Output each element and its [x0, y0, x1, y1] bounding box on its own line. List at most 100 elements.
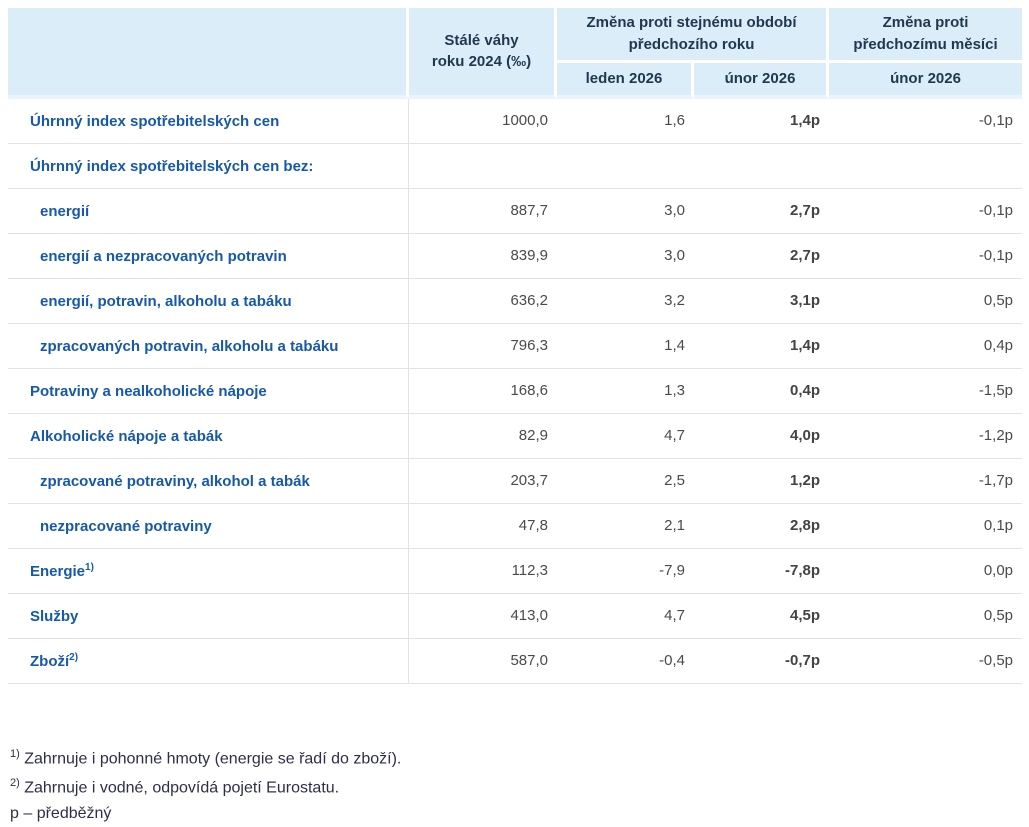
table-row: energií 887,7 3,0 2,7p -0,1p	[8, 188, 1023, 234]
table-row: zpracovaných potravin, alkoholu a tabáku…	[8, 323, 1023, 369]
cell-mom-february: -0,1p	[829, 188, 1023, 234]
cell-yoy-january: 4,7	[557, 413, 694, 459]
row-label: Úhrnný index spotřebitelských cen bez:	[8, 143, 409, 189]
cell-mom-february: -1,7p	[829, 458, 1023, 504]
row-label-text: nezpracované potraviny	[40, 517, 212, 535]
row-label-text: Služby	[30, 607, 79, 625]
row-label-text: Potraviny a nealkoholické nápoje	[30, 382, 267, 400]
footnotes: 1) Zahrnuje i pohonné hmoty (energie se …	[10, 742, 401, 826]
cell-weight: 168,6	[409, 368, 557, 414]
table-row: Úhrnný index spotřebitelských cen 1000,0…	[8, 98, 1023, 144]
row-label-text: Úhrnný index spotřebitelských cen	[30, 112, 280, 130]
cell-weight: 413,0	[409, 593, 557, 639]
row-label-text: energií, potravin, alkoholu a tabáku	[40, 292, 292, 310]
cell-mom-february: -0,5p	[829, 638, 1023, 684]
cell-mom-february: -0,1p	[829, 233, 1023, 279]
row-label-text: energií	[40, 202, 90, 220]
row-label: Potraviny a nealkoholické nápoje	[8, 368, 409, 414]
cell-weight: 887,7	[409, 188, 557, 234]
cell-yoy-january: 4,7	[557, 593, 694, 639]
footnote-1-text: Zahrnuje i pohonné hmoty (energie se řad…	[24, 750, 402, 768]
row-label-text: zpracované potraviny, alkohol a tabák	[40, 472, 310, 490]
cell-yoy-january: 3,0	[557, 188, 694, 234]
row-label-text: energií a nezpracovaných potravin	[40, 247, 287, 265]
row-label: Úhrnný index spotřebitelských cen	[8, 98, 409, 144]
table-row: Potraviny a nealkoholické nápoje 168,6 1…	[8, 368, 1023, 414]
footnote-2-text: Zahrnuje i vodné, odpovídá pojetí Eurost…	[24, 779, 340, 797]
table-row: Služby 413,0 4,7 4,5p 0,5p	[8, 593, 1023, 639]
table-row: Energie1) 112,3 -7,9 -7,8p 0,0p	[8, 548, 1023, 594]
row-label-text: zpracovaných potravin, alkoholu a tabáku	[40, 337, 339, 355]
cell-yoy-february: 4,5p	[694, 593, 830, 639]
cell-yoy-january: 1,4	[557, 323, 694, 369]
cell-yoy-january: 2,5	[557, 458, 694, 504]
row-label: Zboží2)	[8, 638, 409, 684]
column-header-weights: Stálé váhy roku 2024 (‰)	[409, 8, 557, 99]
corner-header-cell	[8, 8, 409, 99]
row-label-text: Alkoholické nápoje a tabák	[30, 427, 223, 445]
cpi-table-container: Stálé váhy roku 2024 (‰) Změna proti ste…	[8, 8, 1023, 684]
table-row: energií a nezpracovaných potravin 839,9 …	[8, 233, 1023, 279]
cell-yoy-february: 2,8p	[694, 503, 830, 549]
cell-weight: 1000,0	[409, 98, 557, 144]
cell-yoy-january: 1,6	[557, 98, 694, 144]
column-header-mom-february: únor 2026	[829, 62, 1023, 99]
cell-weight: 796,3	[409, 323, 557, 369]
cell-weight: 82,9	[409, 413, 557, 459]
row-label: nezpracované potraviny	[8, 503, 409, 549]
cell-yoy-february: -7,8p	[694, 548, 830, 594]
footnote-ref-icon: 1)	[85, 561, 94, 573]
table-header: Stálé váhy roku 2024 (‰) Změna proti ste…	[8, 8, 1023, 99]
cell-yoy-february	[694, 143, 830, 189]
row-label: energií a nezpracovaných potravin	[8, 233, 409, 279]
column-group-yoy: Změna proti stejnému období předchozího …	[557, 8, 830, 63]
cell-weight: 203,7	[409, 458, 557, 504]
table-row: nezpracované potraviny 47,8 2,1 2,8p 0,1…	[8, 503, 1023, 549]
cell-mom-february: -0,1p	[829, 98, 1023, 144]
cell-weight: 839,9	[409, 233, 557, 279]
row-label: Energie1)	[8, 548, 409, 594]
cell-yoy-february: 1,4p	[694, 323, 830, 369]
table-row: Zboží2) 587,0 -0,4 -0,7p -0,5p	[8, 638, 1023, 684]
row-label: energií, potravin, alkoholu a tabáku	[8, 278, 409, 324]
column-group-mom: Změna proti předchozímu měsíci	[829, 8, 1023, 63]
footnote-2-marker: 2)	[10, 777, 20, 790]
column-header-yoy-february: únor 2026	[694, 62, 830, 99]
footnote-ref-icon: 2)	[69, 651, 79, 663]
cell-weight: 636,2	[409, 278, 557, 324]
row-label-text: Zboží	[30, 652, 70, 670]
cell-mom-february: -1,2p	[829, 413, 1023, 459]
footnote-2: 2) Zahrnuje i vodné, odpovídá pojetí Eur…	[10, 771, 401, 800]
row-label-text: Energie	[30, 562, 86, 580]
row-label: energií	[8, 188, 409, 234]
footnote-1: 1) Zahrnuje i pohonné hmoty (energie se …	[10, 742, 401, 771]
table-row: energií, potravin, alkoholu a tabáku 636…	[8, 278, 1023, 324]
footnote-1-marker: 1)	[10, 748, 20, 760]
cell-yoy-january: 3,2	[557, 278, 694, 324]
cell-yoy-february: 1,4p	[694, 98, 830, 144]
footnote-p: p – předběžný	[10, 801, 401, 826]
cell-mom-february: 0,0p	[829, 548, 1023, 594]
table-body: Úhrnný index spotřebitelských cen 1000,0…	[8, 98, 1023, 684]
cell-mom-february	[829, 143, 1023, 189]
table-row: Úhrnný index spotřebitelských cen bez:	[8, 143, 1023, 189]
cell-yoy-february: -0,7p	[694, 638, 830, 684]
row-label: Služby	[8, 593, 409, 639]
column-header-yoy-january: leden 2026	[557, 62, 694, 99]
cell-yoy-january: 3,0	[557, 233, 694, 279]
table-row: zpracované potraviny, alkohol a tabák 20…	[8, 458, 1023, 504]
cell-yoy-january: 2,1	[557, 503, 694, 549]
row-label-text: Úhrnný index spotřebitelských cen bez:	[30, 157, 314, 175]
cell-weight: 587,0	[409, 638, 557, 684]
cell-yoy-february: 3,1p	[694, 278, 830, 324]
row-label: Alkoholické nápoje a tabák	[8, 413, 409, 459]
cell-yoy-february: 2,7p	[694, 233, 830, 279]
cell-weight: 47,8	[409, 503, 557, 549]
cpi-table: Stálé váhy roku 2024 (‰) Změna proti ste…	[8, 8, 1023, 684]
row-label: zpracovaných potravin, alkoholu a tabáku	[8, 323, 409, 369]
cell-yoy-february: 4,0p	[694, 413, 830, 459]
cell-yoy-january: 1,3	[557, 368, 694, 414]
footnote-p-text: p – předběžný	[10, 804, 112, 822]
cell-mom-february: -1,5p	[829, 368, 1023, 414]
